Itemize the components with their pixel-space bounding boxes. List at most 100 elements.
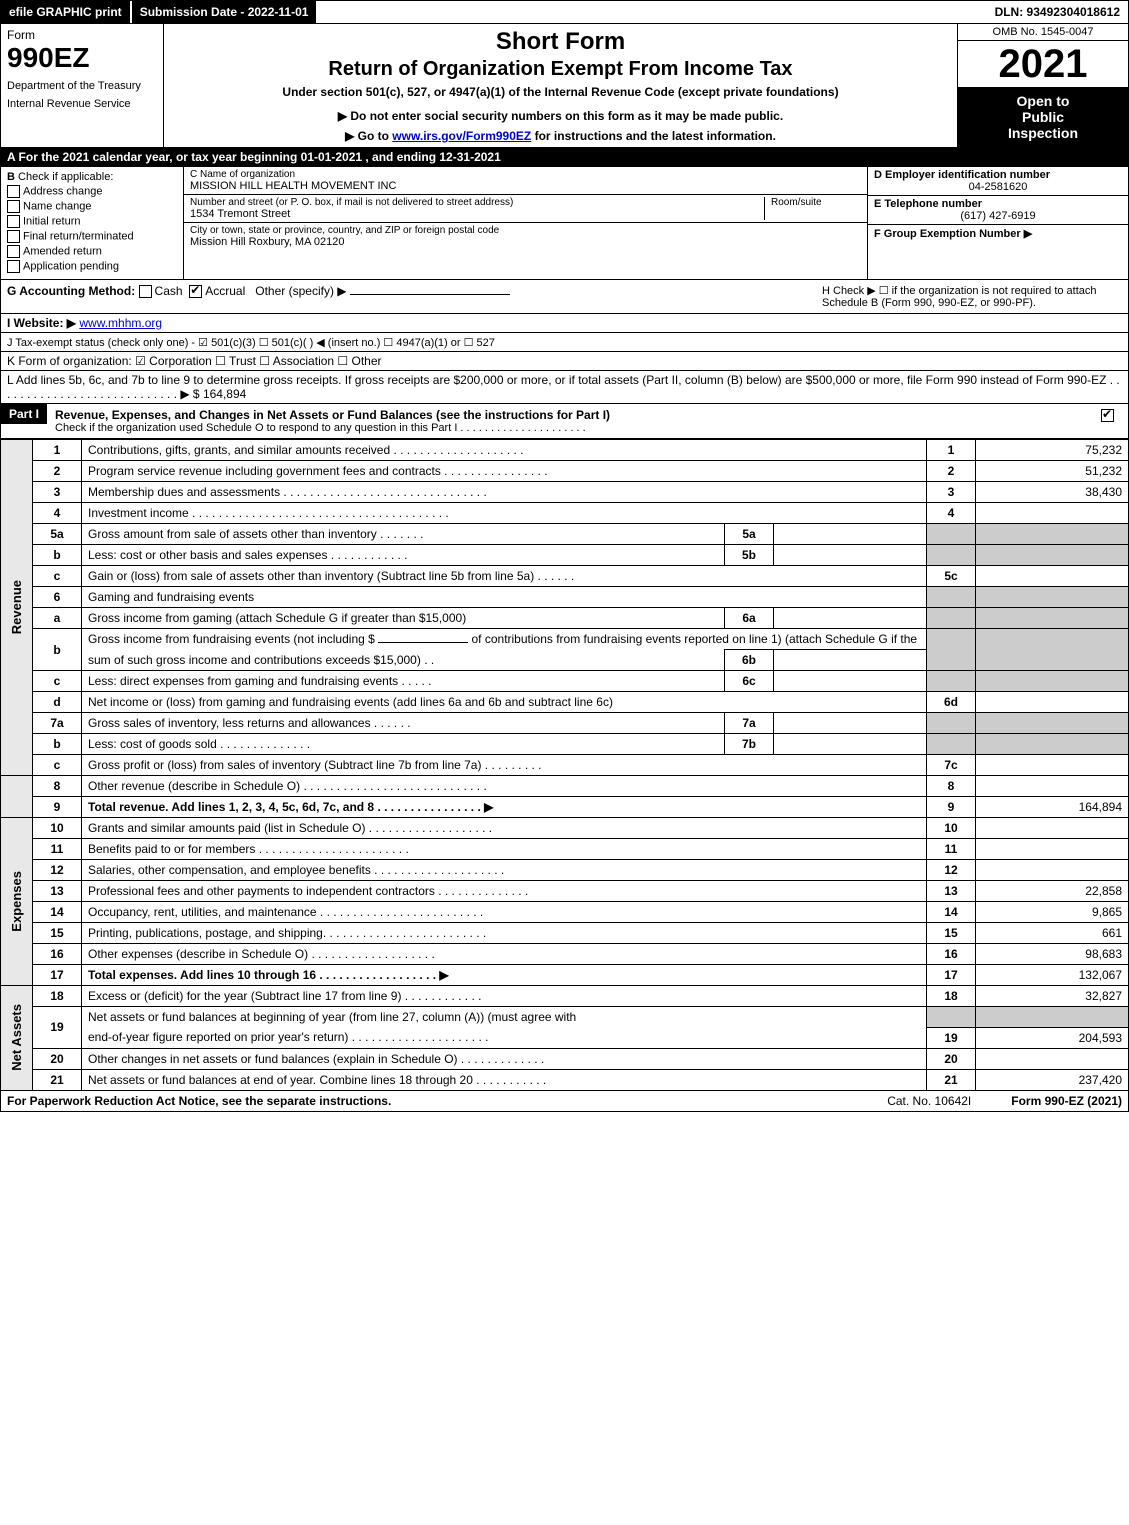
line-4: 4 Investment income . . . . . . . . . . … bbox=[1, 503, 1129, 524]
g-cash: Cash bbox=[155, 284, 183, 298]
line-desc: Contributions, gifts, grants, and simila… bbox=[82, 440, 927, 461]
under-section: Under section 501(c), 527, or 4947(a)(1)… bbox=[174, 85, 947, 99]
form-header: Form 990EZ Department of the Treasury In… bbox=[0, 24, 1129, 148]
checkbox-icon[interactable] bbox=[1101, 409, 1114, 422]
g-label: G Accounting Method: bbox=[7, 284, 135, 298]
chk-address-change[interactable]: Address change bbox=[7, 185, 177, 198]
line-rnum: 13 bbox=[927, 881, 976, 902]
line-amount bbox=[976, 692, 1129, 713]
checkbox-icon[interactable] bbox=[7, 260, 20, 273]
chk-amended-return[interactable]: Amended return bbox=[7, 245, 177, 258]
line-11: 11 Benefits paid to or for members . . .… bbox=[1, 839, 1129, 860]
line-amount bbox=[976, 818, 1129, 839]
street-label: Number and street (or P. O. box, if mail… bbox=[190, 197, 764, 208]
inner-amount bbox=[774, 608, 927, 629]
chk-label: Initial return bbox=[23, 215, 80, 227]
line-rnum: 7c bbox=[927, 755, 976, 776]
inspection-1: Open to bbox=[962, 93, 1124, 109]
line-num: 6 bbox=[33, 587, 82, 608]
ssn-note: ▶ Do not enter social security numbers o… bbox=[174, 109, 947, 123]
netassets-sidelabel: Net Assets bbox=[1, 986, 33, 1091]
line-amount-grey bbox=[976, 713, 1129, 734]
checkbox-icon[interactable] bbox=[7, 200, 20, 213]
checkbox-icon[interactable] bbox=[7, 230, 20, 243]
footer-right: Form 990-EZ (2021) bbox=[1011, 1094, 1122, 1108]
line-amount-grey bbox=[976, 545, 1129, 566]
chk-label: Application pending bbox=[23, 260, 119, 272]
line-amount: 22,858 bbox=[976, 881, 1129, 902]
line-7c: c Gross profit or (loss) from sales of i… bbox=[1, 755, 1129, 776]
inner-amount bbox=[774, 671, 927, 692]
checkbox-icon[interactable] bbox=[7, 215, 20, 228]
revenue-sidelabel: Revenue bbox=[1, 440, 33, 776]
line-num: 14 bbox=[33, 902, 82, 923]
line-amount-grey bbox=[976, 671, 1129, 692]
checkbox-icon[interactable] bbox=[7, 245, 20, 258]
group-exemption-label: F Group Exemption Number ▶ bbox=[874, 227, 1122, 240]
g-other-input[interactable] bbox=[350, 294, 510, 295]
part-i-check[interactable] bbox=[1090, 404, 1128, 438]
checkbox-icon[interactable] bbox=[189, 285, 202, 298]
group-exemption-cell: F Group Exemption Number ▶ bbox=[868, 225, 1128, 279]
checkbox-icon[interactable] bbox=[139, 285, 152, 298]
l6b-blank[interactable] bbox=[378, 642, 468, 643]
line-amount: 51,232 bbox=[976, 461, 1129, 482]
line-desc: end-of-year figure reported on prior yea… bbox=[82, 1027, 927, 1048]
goto-link[interactable]: www.irs.gov/Form990EZ bbox=[392, 129, 531, 143]
inner-num: 7a bbox=[725, 713, 774, 734]
line-6d: d Net income or (loss) from gaming and f… bbox=[1, 692, 1129, 713]
line-num: 11 bbox=[33, 839, 82, 860]
line-num: 3 bbox=[33, 482, 82, 503]
line-rnum: 12 bbox=[927, 860, 976, 881]
l9-bold: Total revenue. Add lines 1, 2, 3, 4, 5c,… bbox=[88, 800, 493, 814]
line-num: 8 bbox=[33, 776, 82, 797]
line-num: 5a bbox=[33, 524, 82, 545]
line-19b: end-of-year figure reported on prior yea… bbox=[1, 1027, 1129, 1048]
line-rnum: 14 bbox=[927, 902, 976, 923]
l-amount: 164,894 bbox=[203, 387, 246, 401]
line-desc: Grants and similar amounts paid (list in… bbox=[82, 818, 927, 839]
line-num: c bbox=[33, 566, 82, 587]
line-1: Revenue 1 Contributions, gifts, grants, … bbox=[1, 440, 1129, 461]
line-num: 17 bbox=[33, 965, 82, 986]
line-num: 9 bbox=[33, 797, 82, 818]
line-desc: Benefits paid to or for members . . . . … bbox=[82, 839, 927, 860]
line-amount-grey bbox=[976, 1007, 1129, 1028]
line-amount-grey bbox=[976, 524, 1129, 545]
line-amount: 164,894 bbox=[976, 797, 1129, 818]
row-k: K Form of organization: ☑ Corporation ☐ … bbox=[0, 352, 1129, 371]
part-i-title: Revenue, Expenses, and Changes in Net As… bbox=[55, 408, 1082, 422]
inner-num: 6a bbox=[725, 608, 774, 629]
ein-label: D Employer identification number bbox=[874, 169, 1122, 181]
chk-final-return[interactable]: Final return/terminated bbox=[7, 230, 177, 243]
dln-number: DLN: 93492304018612 bbox=[987, 1, 1128, 23]
line-num: 18 bbox=[33, 986, 82, 1007]
line-desc: Gross sales of inventory, less returns a… bbox=[82, 713, 725, 734]
line-19a: 19 Net assets or fund balances at beginn… bbox=[1, 1007, 1129, 1028]
efile-label[interactable]: efile GRAPHIC print bbox=[1, 1, 130, 23]
line-10: Expenses 10 Grants and similar amounts p… bbox=[1, 818, 1129, 839]
chk-initial-return[interactable]: Initial return bbox=[7, 215, 177, 228]
chk-name-change[interactable]: Name change bbox=[7, 200, 177, 213]
chk-label: Amended return bbox=[23, 245, 102, 257]
line-rnum: 1 bbox=[927, 440, 976, 461]
website-link[interactable]: www.mhhm.org bbox=[79, 316, 162, 330]
line-num: 10 bbox=[33, 818, 82, 839]
line-amount bbox=[976, 503, 1129, 524]
line-17: 17 Total expenses. Add lines 10 through … bbox=[1, 965, 1129, 986]
line-num: 16 bbox=[33, 944, 82, 965]
inner-amount bbox=[774, 713, 927, 734]
line-amount bbox=[976, 1048, 1129, 1069]
line-num: c bbox=[33, 671, 82, 692]
inner-amount bbox=[774, 545, 927, 566]
chk-application-pending[interactable]: Application pending bbox=[7, 260, 177, 273]
inner-num: 6b bbox=[725, 650, 774, 671]
line-7a: 7a Gross sales of inventory, less return… bbox=[1, 713, 1129, 734]
line-rnum-grey bbox=[927, 629, 976, 671]
line-16: 16 Other expenses (describe in Schedule … bbox=[1, 944, 1129, 965]
line-15: 15 Printing, publications, postage, and … bbox=[1, 923, 1129, 944]
i-label: I Website: ▶ bbox=[7, 316, 76, 330]
checkbox-icon[interactable] bbox=[7, 185, 20, 198]
section-a-calendar: A For the 2021 calendar year, or tax yea… bbox=[0, 148, 1129, 167]
line-num: b bbox=[33, 629, 82, 671]
